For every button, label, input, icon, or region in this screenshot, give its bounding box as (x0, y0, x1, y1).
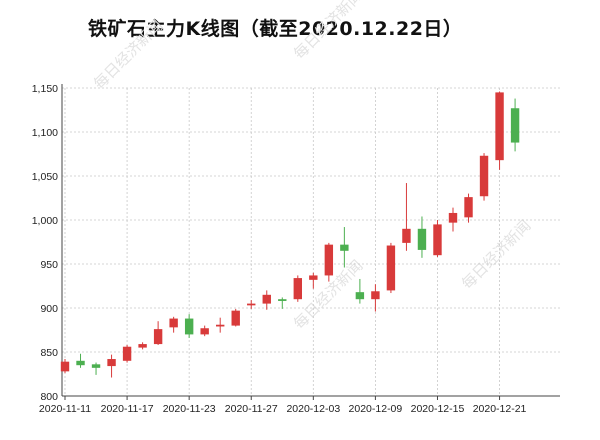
candle-body (107, 359, 116, 367)
candle-up (138, 342, 147, 350)
candle-down (340, 227, 349, 268)
candle-up (200, 325, 209, 337)
candle-up (448, 207, 458, 232)
x-tick-label: 2020-12-21 (473, 403, 527, 415)
y-tick-label: 950 (40, 259, 58, 271)
candle-up (386, 242, 396, 294)
y-tick-label: 800 (40, 391, 58, 403)
tick-labels-layer: 800 850 900 950 1,000 1,050 1,100 1,150 2020-11-… (32, 83, 527, 415)
x-tick-label: 2020-12-03 (286, 403, 340, 415)
candle-body (479, 155, 489, 197)
candle-body (76, 360, 85, 366)
y-tick-label: 900 (40, 303, 58, 315)
watermark-text: 每日经济新闻 (458, 216, 534, 292)
x-tick-label: 2020-11-11 (39, 403, 91, 415)
candle-body (386, 245, 396, 291)
candle-body (402, 228, 411, 243)
candle-down (184, 314, 194, 338)
candle-up (247, 300, 256, 309)
candle-up (122, 344, 132, 363)
candle-down (278, 297, 287, 309)
y-tick-label: 1,050 (32, 171, 58, 183)
watermark-text: 每日经济新闻 (290, 0, 366, 63)
candle-down (417, 216, 427, 258)
candle-down (355, 278, 365, 304)
candle-up (324, 242, 334, 282)
candle-up (231, 308, 240, 327)
candle-body (216, 324, 225, 327)
y-tick-label: 850 (40, 347, 58, 359)
axes-layer (61, 84, 560, 400)
candle-body (464, 197, 473, 218)
candle-body (371, 291, 380, 300)
candle-body (200, 328, 209, 335)
chart-title: 铁矿石主力K线图（截至2020.12.22日） (88, 18, 463, 40)
candle-body (510, 108, 520, 143)
y-tick-label: 1,100 (32, 127, 58, 139)
x-tick-label: 2020-11-17 (101, 403, 154, 415)
candle-body (184, 318, 194, 335)
candle-up (60, 359, 70, 374)
candle-body (417, 228, 427, 250)
candle-down (510, 98, 520, 152)
y-tick-label: 1,000 (32, 215, 58, 227)
candle-up (433, 220, 442, 257)
watermark-text: 每日经济新闻 (90, 16, 166, 92)
candle-up (479, 153, 489, 201)
candle-down (76, 353, 85, 368)
candle-body (138, 344, 147, 348)
candle-body (122, 346, 132, 361)
candle-body (278, 299, 287, 301)
candle-up (262, 290, 271, 310)
candle-body (293, 278, 302, 300)
candle-body (355, 292, 365, 300)
candle-body (324, 244, 334, 276)
x-tick-label: 2020-12-09 (349, 403, 403, 415)
candle-body (60, 361, 70, 372)
candle-up (402, 183, 411, 251)
candle-up (216, 317, 225, 333)
candle-up (107, 354, 116, 378)
candle-body (231, 310, 240, 326)
grid-layer (62, 87, 560, 397)
candle-up (464, 193, 473, 223)
candle-body (153, 329, 163, 345)
candles-layer (60, 91, 520, 378)
candle-body (262, 294, 271, 304)
x-tick-label: 2020-11-23 (163, 403, 216, 415)
candle-body (91, 364, 101, 368)
candle-up (371, 284, 380, 312)
candle-up (293, 275, 302, 302)
candle-body (340, 244, 349, 251)
x-tick-label: 2020-11-27 (225, 403, 278, 415)
candle-body (448, 212, 458, 223)
candle-up (309, 272, 318, 289)
candle-body (169, 318, 178, 328)
candle-body (433, 224, 442, 256)
candle-body (247, 303, 256, 306)
candle-body (495, 92, 504, 161)
y-tick-label: 1,150 (32, 83, 58, 95)
candle-body (309, 275, 318, 280)
x-tick-label: 2020-12-15 (411, 403, 465, 415)
candle-up (169, 316, 178, 333)
candle-down (91, 362, 101, 375)
candle-up (153, 321, 163, 345)
candle-up (495, 91, 504, 170)
